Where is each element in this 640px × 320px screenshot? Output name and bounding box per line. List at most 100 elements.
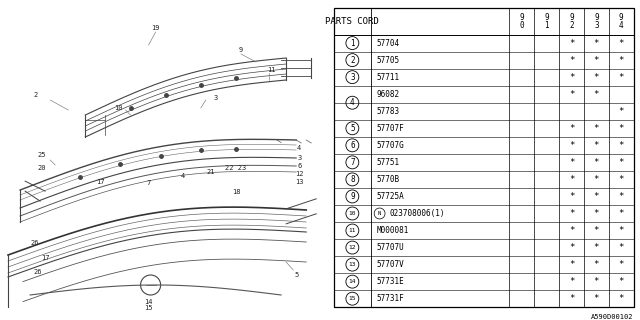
Text: *: * (594, 243, 599, 252)
Text: 22 23: 22 23 (225, 165, 246, 171)
Text: *: * (594, 124, 599, 133)
Text: 11: 11 (349, 228, 356, 233)
Text: *: * (618, 73, 624, 82)
Text: 57707V: 57707V (376, 260, 404, 269)
Text: *: * (594, 90, 599, 99)
Text: 19: 19 (152, 25, 160, 31)
Text: 2: 2 (33, 92, 37, 98)
Text: *: * (618, 56, 624, 65)
Text: 12: 12 (349, 245, 356, 250)
Text: PARTS CORD: PARTS CORD (326, 17, 380, 26)
Text: *: * (569, 243, 574, 252)
Text: *: * (618, 260, 624, 269)
Text: *: * (618, 192, 624, 201)
Text: 17: 17 (96, 179, 105, 185)
Text: *: * (569, 158, 574, 167)
Text: N: N (378, 211, 381, 216)
Text: 8: 8 (350, 175, 355, 184)
Text: 10: 10 (114, 105, 123, 111)
Text: 6: 6 (350, 141, 355, 150)
Text: 14: 14 (349, 279, 356, 284)
Text: *: * (618, 141, 624, 150)
Text: *: * (569, 294, 574, 303)
Text: *: * (569, 209, 574, 218)
Text: *: * (569, 90, 574, 99)
Text: 5770B: 5770B (376, 175, 399, 184)
Text: *: * (618, 124, 624, 133)
Text: 1: 1 (350, 39, 355, 48)
Text: M000081: M000081 (376, 226, 409, 235)
Text: 4: 4 (350, 98, 355, 107)
Text: 9
2: 9 2 (569, 12, 574, 30)
Text: 10: 10 (349, 211, 356, 216)
Text: 9
1: 9 1 (544, 12, 549, 30)
Text: 5: 5 (350, 124, 355, 133)
Text: 12
13: 12 13 (295, 172, 303, 185)
Text: *: * (594, 260, 599, 269)
Text: 18: 18 (232, 189, 240, 195)
Text: 9: 9 (350, 192, 355, 201)
Text: *: * (594, 141, 599, 150)
Text: *: * (594, 277, 599, 286)
Text: *: * (569, 56, 574, 65)
Text: *: * (594, 209, 599, 218)
Text: *: * (618, 226, 624, 235)
Text: 26: 26 (34, 269, 42, 275)
Text: 15: 15 (349, 296, 356, 301)
Text: 9
4: 9 4 (619, 12, 623, 30)
Text: 57783: 57783 (376, 107, 399, 116)
Text: 2: 2 (350, 56, 355, 65)
Text: *: * (569, 260, 574, 269)
Text: A590D00102: A590D00102 (591, 314, 634, 320)
Text: 57707U: 57707U (376, 243, 404, 252)
Text: 7: 7 (147, 180, 150, 186)
Text: *: * (569, 277, 574, 286)
Text: *: * (594, 192, 599, 201)
Text: 4: 4 (180, 173, 185, 179)
Text: 57707G: 57707G (376, 141, 404, 150)
Text: *: * (569, 124, 574, 133)
Text: 9: 9 (239, 47, 243, 53)
Text: 17: 17 (41, 255, 49, 261)
Text: 25: 25 (38, 152, 47, 158)
Text: *: * (618, 175, 624, 184)
Text: *: * (594, 158, 599, 167)
Text: *: * (618, 277, 624, 286)
Text: 023708006(1): 023708006(1) (390, 209, 445, 218)
Text: *: * (594, 226, 599, 235)
Text: 57711: 57711 (376, 73, 399, 82)
Text: *: * (594, 39, 599, 48)
Text: *: * (569, 192, 574, 201)
Text: 57751: 57751 (376, 158, 399, 167)
Text: *: * (569, 175, 574, 184)
Text: *: * (569, 226, 574, 235)
Text: *: * (594, 73, 599, 82)
Text: *: * (569, 73, 574, 82)
Text: *: * (618, 107, 624, 116)
Text: *: * (618, 209, 624, 218)
Text: 57725A: 57725A (376, 192, 404, 201)
Text: *: * (618, 294, 624, 303)
Text: 14
15: 14 15 (145, 299, 153, 311)
Text: *: * (618, 39, 624, 48)
Text: 7: 7 (350, 158, 355, 167)
Text: *: * (618, 243, 624, 252)
Text: 9
3: 9 3 (594, 12, 598, 30)
Text: 57704: 57704 (376, 39, 399, 48)
Text: 57705: 57705 (376, 56, 399, 65)
Text: 13: 13 (349, 262, 356, 267)
Text: 4: 4 (297, 145, 301, 151)
Text: 57731F: 57731F (376, 294, 404, 303)
Text: 11: 11 (267, 67, 275, 73)
Text: 5: 5 (294, 272, 298, 278)
Text: 26: 26 (31, 240, 40, 246)
Text: *: * (569, 141, 574, 150)
Text: *: * (594, 56, 599, 65)
Text: 57731E: 57731E (376, 277, 404, 286)
Text: *: * (618, 158, 624, 167)
Text: *: * (569, 39, 574, 48)
Text: *: * (594, 294, 599, 303)
Text: 9
0: 9 0 (520, 12, 524, 30)
Text: 3: 3 (350, 73, 355, 82)
Text: *: * (594, 175, 599, 184)
